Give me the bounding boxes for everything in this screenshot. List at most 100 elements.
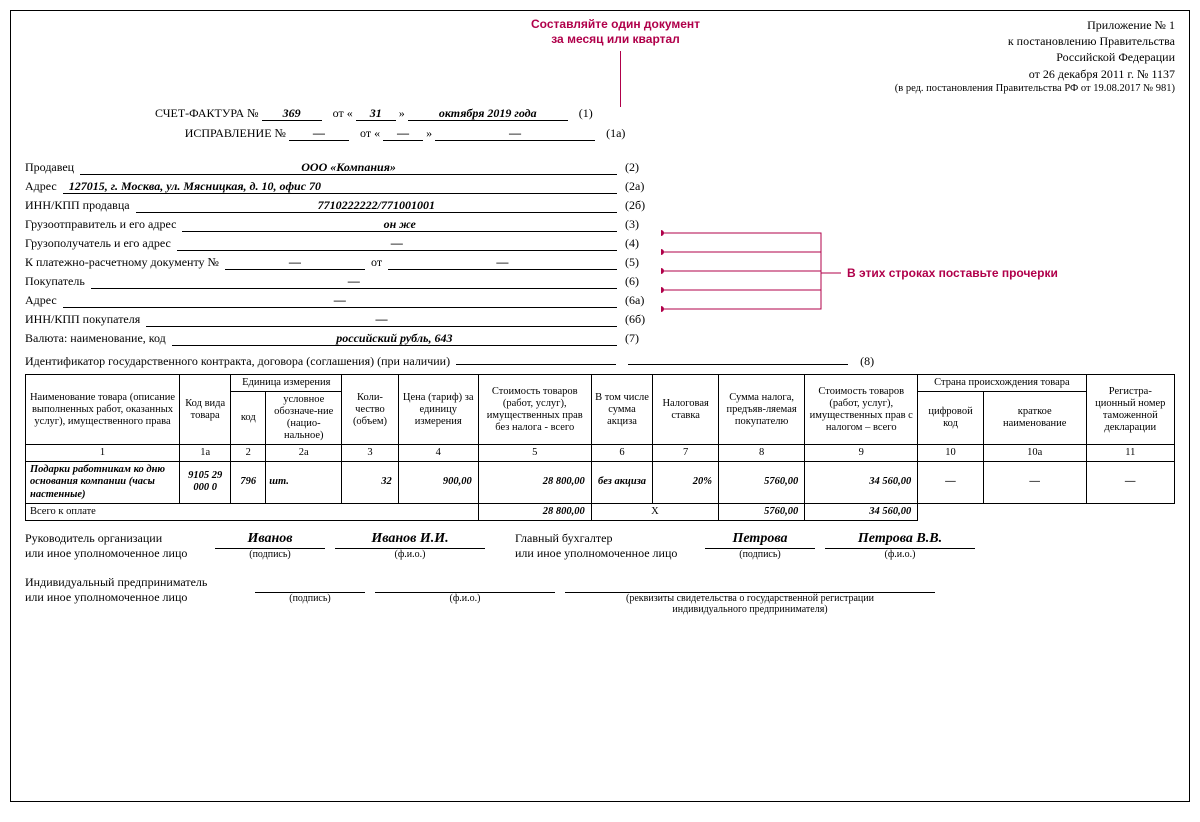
appendix-l2: к постановлению Правительства bbox=[895, 33, 1175, 49]
acc-name: Петрова В.В. bbox=[825, 531, 975, 549]
callout-top: Составляйте один документ за месяц или к… bbox=[531, 17, 700, 47]
shipper-value: он же bbox=[182, 216, 617, 232]
consignee-value: — bbox=[177, 235, 617, 251]
correction-no: — bbox=[289, 125, 349, 141]
code-6b: (6б) bbox=[617, 312, 661, 327]
row-buyer-inn: ИНН/КПП покупателя — (6б) bbox=[25, 311, 661, 330]
invoice-day: 31 bbox=[356, 105, 396, 121]
th-unit-code: код bbox=[231, 392, 266, 445]
code-1: (1) bbox=[579, 106, 593, 121]
correction-label: ИСПРАВЛЕНИЕ № bbox=[155, 126, 286, 141]
address-value: 127015, г. Москва, ул. Мясницкая, д. 10,… bbox=[63, 178, 617, 194]
cell-code: 9105 29 000 0 bbox=[180, 462, 231, 503]
signature-block: Руководитель организации или иное уполно… bbox=[25, 531, 1175, 561]
row-consignee: Грузополучатель и его адрес — (4) bbox=[25, 235, 661, 254]
acc-sign: Петрова bbox=[705, 531, 815, 549]
contract-fill-1 bbox=[456, 349, 616, 365]
row-seller-inn: ИНН/КПП продавца 7710222222/771001001 (2… bbox=[25, 197, 661, 216]
correction-day: — bbox=[383, 125, 423, 141]
cell-cost: 28 800,00 bbox=[478, 462, 591, 503]
buyer-inn-value: — bbox=[146, 311, 617, 327]
from-label: от « bbox=[333, 106, 353, 121]
cell-tax: 5760,00 bbox=[719, 462, 805, 503]
cell-rate: 20% bbox=[653, 462, 719, 503]
th-cost: Стоимость товаров (работ, услуг), имущес… bbox=[478, 375, 591, 445]
cell-excise: без акциза bbox=[591, 462, 653, 503]
appendix-header: Приложение № 1 к постановлению Правитель… bbox=[895, 17, 1175, 96]
code-7: (7) bbox=[617, 331, 661, 346]
code-2b: (2б) bbox=[617, 198, 661, 213]
ip-name bbox=[375, 575, 555, 593]
total-total: 34 560,00 bbox=[805, 503, 918, 520]
row-paydoc: К платежно-расчетному документу № — от —… bbox=[25, 254, 661, 273]
row-contract: Идентификатор государственного контракта… bbox=[25, 349, 1175, 368]
code-5: (5) bbox=[617, 255, 661, 270]
appendix-l4: от 26 декабря 2011 г. № 1137 bbox=[895, 66, 1175, 82]
th-unit-name: условное обозначе-ние (нацио-нальное) bbox=[266, 392, 342, 445]
document-frame: Составляйте один документ за месяц или к… bbox=[10, 10, 1190, 802]
th-decl: Регистра-ционный номер таможенной деклар… bbox=[1086, 375, 1174, 445]
th-unit-group: Единица измерения bbox=[231, 375, 342, 392]
buyer-value: — bbox=[91, 273, 617, 289]
title-block: СЧЕТ-ФАКТУРА № 369 от « 31 » октября 201… bbox=[155, 105, 1175, 145]
appendix-l1: Приложение № 1 bbox=[895, 17, 1175, 33]
th-country-group: Страна происхождения товара bbox=[918, 375, 1086, 392]
head-name: Иванов И.И. bbox=[335, 531, 485, 549]
contract-fill-2 bbox=[628, 349, 848, 365]
cell-name: Подарки работникам ко дню основания комп… bbox=[26, 462, 180, 503]
th-tax: Сумма налога, предъяв-ляемая покупателю bbox=[719, 375, 805, 445]
row-seller: Продавец ООО «Компания» (2) bbox=[25, 159, 661, 178]
code-8: (8) bbox=[854, 354, 874, 369]
th-rate: Налоговая ставка bbox=[653, 375, 719, 445]
correction-month: — bbox=[435, 125, 595, 141]
total-x: X bbox=[591, 503, 718, 520]
cell-decl: — bbox=[1086, 462, 1174, 503]
ip-sign bbox=[255, 575, 365, 593]
row-currency: Валюта: наименование, код российский руб… bbox=[25, 330, 661, 349]
cell-total: 34 560,00 bbox=[805, 462, 918, 503]
cell-price: 900,00 bbox=[398, 462, 478, 503]
code-1a: (1а) bbox=[606, 126, 625, 141]
callout-line bbox=[620, 51, 621, 107]
buyer-addr-value: — bbox=[63, 292, 617, 308]
row-address: Адрес 127015, г. Москва, ул. Мясницкая, … bbox=[25, 178, 661, 197]
th-country-name: краткое наименование bbox=[983, 392, 1086, 445]
head-signature: Руководитель организации или иное уполно… bbox=[25, 531, 485, 561]
invoice-month: октября 2019 года bbox=[408, 105, 568, 121]
invoice-label: СЧЕТ-ФАКТУРА № bbox=[155, 106, 259, 121]
close-quote: » bbox=[399, 106, 405, 121]
th-excise: В том числе сумма акциза bbox=[591, 375, 653, 445]
head-sign: Иванов bbox=[215, 531, 325, 549]
cell-uname: шт. bbox=[266, 462, 342, 503]
th-country-code: цифровой код bbox=[918, 392, 984, 445]
row-buyer: Покупатель — (6) bbox=[25, 273, 661, 292]
th-name: Наименование товара (описание выполненны… bbox=[26, 375, 180, 445]
callout-right: В этих строках поставьте прочерки bbox=[847, 266, 1058, 280]
row-buyer-addr: Адрес — (6а) bbox=[25, 292, 661, 311]
cell-ucode: 796 bbox=[231, 462, 266, 503]
ip-req bbox=[565, 575, 935, 593]
code-6: (6) bbox=[617, 274, 661, 289]
paydoc-no: — bbox=[225, 254, 365, 270]
table-row: Подарки работникам ко дню основания комп… bbox=[26, 462, 1175, 503]
cell-cname: — bbox=[983, 462, 1086, 503]
code-4: (4) bbox=[617, 236, 661, 251]
invoice-no: 369 bbox=[262, 105, 322, 121]
code-2: (2) bbox=[617, 160, 661, 175]
total-row: Всего к оплате 28 800,00 X 5760,00 34 56… bbox=[26, 503, 1175, 520]
accountant-signature: Главный бухгалтер или иное уполномоченно… bbox=[515, 531, 975, 561]
total-tax: 5760,00 bbox=[719, 503, 805, 520]
cell-ccode: — bbox=[918, 462, 984, 503]
invoice-table: Наименование товара (описание выполненны… bbox=[25, 374, 1175, 521]
currency-value: российский рубль, 643 bbox=[172, 330, 617, 346]
total-label: Всего к оплате bbox=[26, 503, 479, 520]
colnum-row: 1 1а 2 2а 3 4 5 6 7 8 9 10 10а 11 bbox=[26, 445, 1175, 462]
th-qty: Коли-чество (объем) bbox=[342, 375, 398, 445]
row-shipper: Грузоотправитель и его адрес он же (3) bbox=[25, 216, 661, 235]
th-code: Код вида товара bbox=[180, 375, 231, 445]
form-rows: Продавец ООО «Компания» (2) Адрес 127015… bbox=[25, 159, 1175, 368]
appendix-l3: Российской Федерации bbox=[895, 49, 1175, 65]
entrepreneur-signature: Индивидуальный предприниматель или иное … bbox=[25, 575, 1175, 615]
total-cost: 28 800,00 bbox=[478, 503, 591, 520]
th-total: Стоимость товаров (работ, услуг), имущес… bbox=[805, 375, 918, 445]
